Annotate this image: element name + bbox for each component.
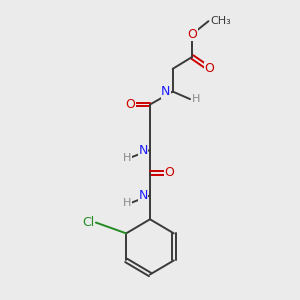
Text: Cl: Cl [82, 216, 95, 229]
Text: O: O [164, 166, 174, 179]
Text: H: H [123, 153, 132, 163]
Text: O: O [205, 62, 214, 75]
Text: N: N [139, 143, 148, 157]
Text: N: N [139, 189, 148, 202]
Text: O: O [126, 98, 136, 111]
Text: H: H [123, 198, 132, 208]
Text: O: O [187, 28, 197, 41]
Text: N: N [161, 85, 171, 98]
Text: H: H [192, 94, 201, 104]
Text: CH₃: CH₃ [211, 16, 231, 26]
